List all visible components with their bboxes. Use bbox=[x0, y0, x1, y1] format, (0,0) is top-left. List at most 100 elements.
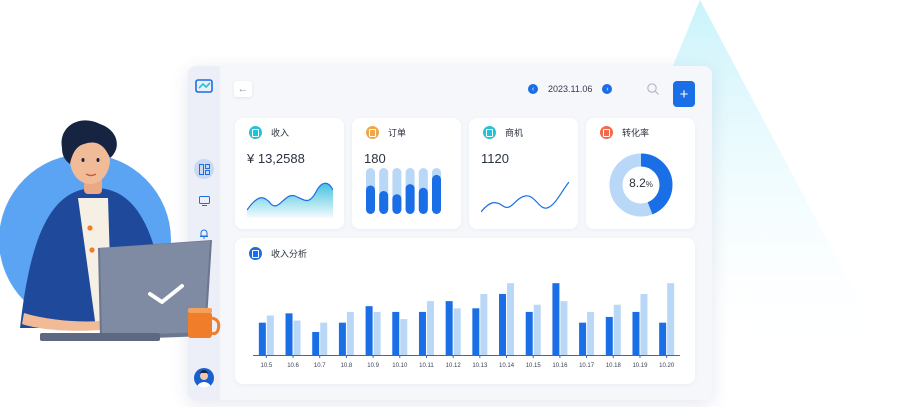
conversion-value: 8.2% bbox=[621, 176, 661, 190]
x-tick-label: 10.12 bbox=[446, 363, 462, 369]
bar-series-2 bbox=[613, 304, 621, 355]
person-with-laptop-illustration bbox=[0, 120, 221, 341]
bar-series-2 bbox=[640, 293, 648, 355]
revenue-sparkline bbox=[247, 182, 333, 218]
search-icon[interactable] bbox=[646, 82, 660, 96]
bar-series-2 bbox=[373, 311, 381, 355]
orders-bar-fill bbox=[392, 194, 402, 214]
bar-series-1 bbox=[525, 311, 533, 355]
bar-series-2 bbox=[453, 308, 461, 355]
revenue-card-title: 收入 bbox=[271, 128, 290, 138]
bar-series-1 bbox=[312, 332, 320, 355]
document-icon bbox=[483, 126, 496, 139]
bar-series-1 bbox=[472, 308, 480, 355]
logo-icon bbox=[195, 79, 213, 93]
bar-series-1 bbox=[659, 322, 667, 355]
revenue-analysis-chart: 10.5 10.6 10.7 10.8 10.9 10.10 10.11 10.12 10.13… bbox=[253, 283, 680, 369]
next-date-button[interactable]: › bbox=[602, 84, 613, 94]
opportunities-card[interactable]: 商机 1120 bbox=[469, 118, 578, 229]
bar-series-1 bbox=[579, 322, 587, 355]
bar-series-1 bbox=[445, 301, 453, 355]
orders-card-value: 180 bbox=[364, 151, 386, 166]
document-icon bbox=[249, 247, 262, 260]
x-tick-label: 10.17 bbox=[579, 363, 595, 369]
orders-card[interactable]: 订单 180 bbox=[352, 118, 461, 229]
revenue-card-header: 收入 bbox=[249, 126, 289, 139]
dashboard-icon bbox=[198, 163, 210, 175]
bar-series-1 bbox=[499, 293, 507, 355]
bar-series-1 bbox=[418, 311, 426, 355]
bar-series-2 bbox=[400, 319, 408, 355]
conversion-donut bbox=[609, 153, 673, 217]
orders-bar-fill bbox=[379, 191, 389, 214]
bar-series-2 bbox=[667, 283, 675, 355]
orders-bar-fill bbox=[432, 174, 441, 214]
bar-series-1 bbox=[258, 322, 266, 355]
opportunities-card-value: 1120 bbox=[481, 151, 509, 166]
x-tick-label: 10.7 bbox=[314, 363, 326, 369]
bar-series-2 bbox=[320, 322, 328, 355]
conversion-unit: % bbox=[645, 180, 653, 189]
x-tick-label: 10.18 bbox=[606, 363, 622, 369]
x-tick-label: 10.13 bbox=[472, 363, 488, 369]
user-avatar[interactable] bbox=[194, 368, 214, 388]
plus-icon: + bbox=[679, 85, 689, 103]
bar-series-2 bbox=[533, 304, 541, 355]
bar-series-2 bbox=[346, 311, 354, 355]
current-date: 2023.11.06 bbox=[548, 84, 593, 94]
bar-series-1 bbox=[632, 311, 640, 355]
dashboard-window: ← ‹ 2023.11.06 › + 收入 ¥ 13,2588 订单 180 bbox=[188, 66, 712, 400]
back-arrow-icon: ← bbox=[237, 83, 249, 95]
sidebar-item-screen[interactable] bbox=[194, 191, 214, 211]
bar-series-2 bbox=[480, 293, 488, 355]
screen-icon bbox=[198, 196, 210, 206]
bell-icon bbox=[200, 229, 208, 239]
bar-series-1 bbox=[285, 313, 293, 355]
orders-bar-fill bbox=[366, 185, 375, 214]
conversion-card-title: 转化率 bbox=[622, 128, 650, 138]
bar-series-1 bbox=[605, 316, 613, 355]
x-tick-label: 10.14 bbox=[499, 363, 515, 369]
sidebar bbox=[188, 66, 220, 400]
orders-bar-fill bbox=[405, 184, 415, 214]
revenue-card[interactable]: 收入 ¥ 13,2588 bbox=[235, 118, 344, 229]
orders-bar-fill bbox=[418, 187, 428, 214]
prev-date-button[interactable]: ‹ bbox=[528, 84, 538, 94]
conversion-number: 8.2 bbox=[629, 176, 646, 190]
bar-series-1 bbox=[552, 283, 560, 355]
document-icon bbox=[600, 126, 613, 139]
x-tick-label: 10.6 bbox=[287, 363, 299, 369]
bar-series-1 bbox=[392, 311, 400, 355]
bar-series-1 bbox=[338, 322, 346, 355]
bar-series-2 bbox=[266, 315, 274, 355]
bar-series-2 bbox=[587, 311, 595, 355]
revenue-card-value: ¥ 13,2588 bbox=[247, 151, 305, 166]
revenue-analysis-card: 收入分析 10.5 10.6 10.7 10.8 10.9 10.10 10.11 10.12… bbox=[235, 238, 695, 384]
opportunities-card-header: 商机 bbox=[483, 126, 523, 139]
back-button[interactable]: ← bbox=[234, 81, 252, 97]
sidebar-item-dashboard[interactable] bbox=[194, 159, 214, 179]
revenue-analysis-header: 收入分析 bbox=[249, 247, 307, 260]
add-button[interactable]: + bbox=[673, 81, 695, 107]
x-tick-label: 10.9 bbox=[367, 363, 379, 369]
x-tick-label: 10.10 bbox=[392, 363, 408, 369]
opportunities-card-title: 商机 bbox=[505, 128, 524, 138]
orders-mini-bars bbox=[366, 168, 441, 214]
chevron-right-icon: › bbox=[606, 85, 609, 93]
opportunities-sparkline bbox=[481, 181, 569, 213]
x-tick-label: 10.8 bbox=[341, 363, 353, 369]
bar-series-2 bbox=[507, 283, 515, 355]
avatar-icon bbox=[197, 370, 211, 388]
bar-series-1 bbox=[365, 306, 373, 355]
x-tick-label: 10.16 bbox=[552, 363, 568, 369]
orders-card-header: 订单 bbox=[366, 126, 406, 139]
x-tick-label: 10.19 bbox=[632, 363, 648, 369]
conversion-card[interactable]: 转化率 8.2% bbox=[586, 118, 695, 229]
donut-segment bbox=[609, 153, 673, 217]
x-tick-label: 10.11 bbox=[419, 363, 434, 369]
sidebar-item-notifications[interactable] bbox=[194, 223, 214, 243]
revenue-analysis-title: 收入分析 bbox=[271, 249, 308, 259]
chevron-left-icon: ‹ bbox=[531, 85, 535, 93]
conversion-card-header: 转化率 bbox=[600, 126, 649, 139]
bar-series-2 bbox=[560, 301, 568, 355]
